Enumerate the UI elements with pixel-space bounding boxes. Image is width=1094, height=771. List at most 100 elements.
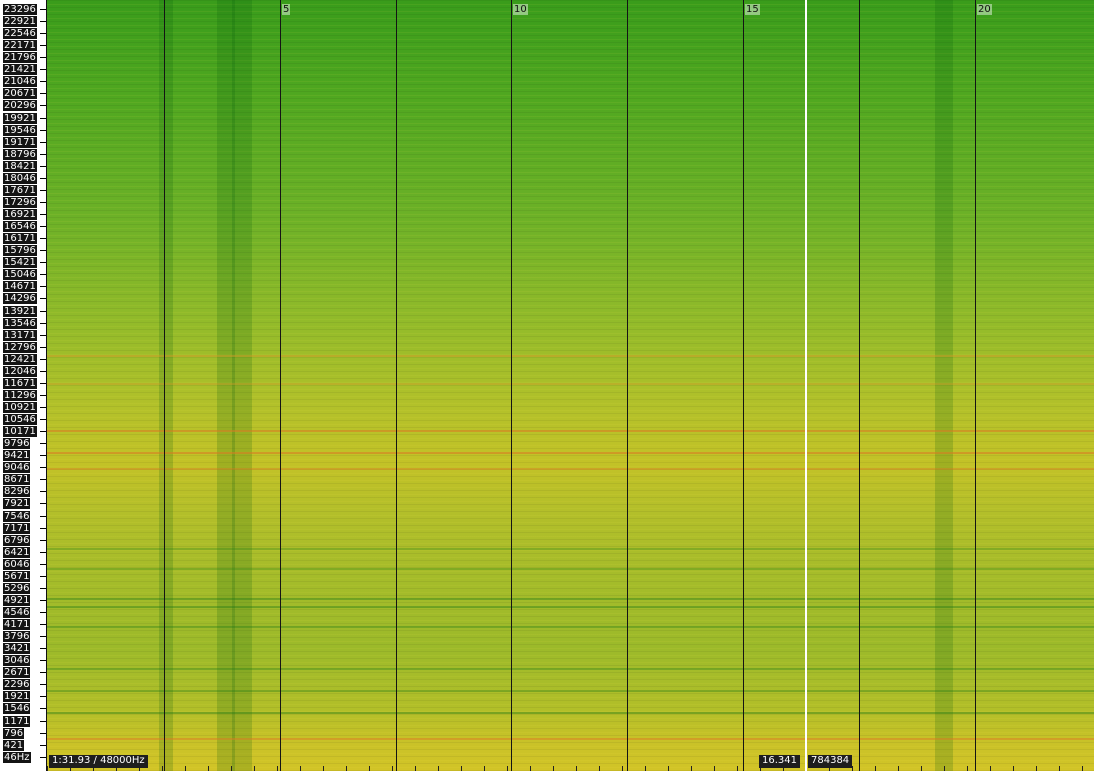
frequency-tick-label: 12796 — [3, 341, 37, 353]
frequency-tick-label: 2296 — [3, 679, 31, 691]
frequency-tick-mark — [40, 551, 46, 553]
frequency-tick-mark — [40, 274, 46, 276]
frequency-tick-label: 5296 — [3, 582, 31, 594]
time-minor-tick — [760, 766, 761, 771]
frequency-tick-label: 17671 — [3, 184, 37, 196]
frequency-tick-label: 14296 — [3, 293, 37, 305]
time-tick-label: 10 — [513, 4, 528, 15]
frequency-tick-mark — [40, 105, 46, 107]
frequency-tick-mark — [40, 660, 46, 662]
time-minor-tick — [691, 766, 692, 771]
frequency-tick-mark — [40, 419, 46, 421]
frequency-tick-mark — [40, 575, 46, 577]
frequency-tick-mark — [40, 612, 46, 613]
frequency-tick-label: 21046 — [3, 76, 37, 88]
frequency-tick-mark — [40, 720, 46, 722]
frequency-tick-mark — [40, 21, 46, 23]
frequency-tick-mark — [40, 636, 46, 638]
frequency-tick-label: 4171 — [3, 619, 31, 631]
frequency-tick-mark — [40, 153, 46, 155]
frequency-axis: 23296 22921 22546 22171 21796 21421 21046 20671… — [0, 0, 47, 771]
frequency-tick-label: 9796 — [3, 438, 31, 450]
frequency-tick-label: 3046 — [3, 655, 31, 667]
time-minor-tick — [714, 766, 715, 771]
frequency-tick-label: 421 — [3, 739, 25, 751]
frequency-tick-mark — [40, 214, 46, 216]
energy-horizontal-band — [47, 598, 1094, 600]
second-gridline — [280, 0, 281, 771]
frequency-tick-mark — [40, 479, 46, 481]
second-gridline — [396, 0, 397, 771]
frequency-tick-mark — [40, 238, 46, 240]
time-minor-tick — [415, 766, 416, 771]
frequency-tick-mark — [40, 756, 46, 758]
time-minor-tick — [116, 766, 117, 771]
second-gridline — [627, 0, 628, 771]
frequency-tick-label: 2671 — [3, 667, 31, 679]
frequency-tick-label: 3796 — [3, 631, 31, 643]
frequency-tick-mark — [40, 117, 46, 119]
frequency-tick-label: 16921 — [3, 209, 37, 221]
time-minor-tick — [1013, 766, 1014, 771]
frequency-tick-mark — [40, 744, 46, 746]
time-minor-tick — [921, 766, 922, 771]
frequency-tick-mark — [40, 57, 46, 59]
time-minor-tick — [829, 766, 830, 771]
frequency-tick-mark — [40, 431, 46, 433]
frequency-tick-label: 13171 — [3, 329, 37, 341]
frequency-tick-mark — [40, 708, 46, 710]
frequency-tick-mark — [40, 358, 46, 360]
energy-horizontal-band — [47, 606, 1094, 608]
time-tick-label: 5 — [282, 4, 291, 15]
time-minor-tick — [438, 766, 439, 771]
frequency-tick-label: 22171 — [3, 40, 37, 52]
frequency-tick-label: 15046 — [3, 269, 37, 281]
playhead-cursor[interactable] — [805, 0, 807, 771]
frequency-tick-mark — [40, 370, 46, 372]
frequency-tick-mark — [40, 141, 46, 143]
time-minor-tick — [1082, 766, 1083, 771]
frequency-tick-label: 5671 — [3, 570, 31, 582]
time-minor-tick — [622, 766, 623, 771]
frequency-tick-label: 9046 — [3, 462, 31, 474]
frequency-tick-label: 7171 — [3, 522, 31, 534]
energy-vertical-band — [935, 0, 953, 771]
frequency-tick-mark — [40, 81, 46, 83]
frequency-tick-label: 8296 — [3, 486, 31, 498]
frequency-tick-mark — [40, 45, 46, 47]
frequency-tick-label: 19921 — [3, 112, 37, 124]
energy-horizontal-band — [47, 548, 1094, 550]
frequency-tick-mark — [40, 732, 46, 734]
frequency-tick-label: 6046 — [3, 558, 31, 570]
frequency-tick-label: 3421 — [3, 643, 31, 655]
time-minor-tick — [944, 766, 945, 771]
frequency-tick-mark — [40, 563, 46, 565]
frequency-tick-mark — [40, 696, 46, 698]
frequency-tick-label: 4921 — [3, 594, 31, 606]
frequency-tick-mark — [40, 539, 46, 541]
frequency-tick-label: 19171 — [3, 136, 37, 148]
frequency-tick-label: 15421 — [3, 257, 37, 269]
time-minor-tick — [852, 766, 853, 771]
frequency-tick-mark — [40, 684, 46, 686]
frequency-tick-label: 23296 — [3, 4, 37, 15]
frequency-tick-label: 13921 — [3, 305, 37, 317]
energy-horizontal-band — [47, 690, 1094, 692]
frequency-tick-mark — [40, 165, 46, 167]
time-minor-tick — [668, 766, 669, 771]
frequency-tick-label: 20296 — [3, 100, 37, 112]
frequency-tick-mark — [40, 334, 46, 336]
energy-horizontal-band — [47, 355, 1094, 357]
spectrogram-view[interactable]: 5 10 15 20 1:31.93 / 48000Hz 16.341 784384 — [47, 0, 1094, 771]
energy-vertical-band — [232, 0, 252, 771]
frequency-tick-label: 17296 — [3, 196, 37, 208]
time-minor-tick — [369, 766, 370, 771]
second-gridline — [164, 0, 165, 771]
second-gridline — [859, 0, 860, 771]
energy-horizontal-band — [47, 712, 1094, 714]
frequency-tick-mark — [40, 93, 46, 95]
time-tick-label: 15 — [745, 4, 760, 15]
time-minor-tick — [967, 766, 968, 771]
frequency-tick-mark — [40, 491, 46, 493]
frequency-tick-mark — [40, 33, 46, 35]
